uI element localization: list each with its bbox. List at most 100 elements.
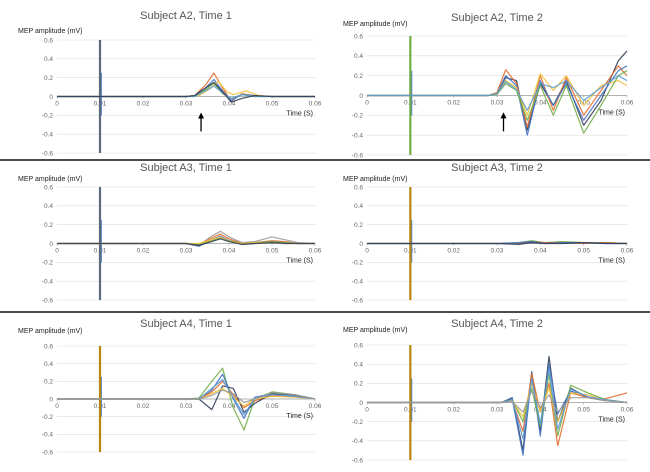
x-tick-label: 0.06 [621,407,634,414]
chart-svg: Subject A2, Time 1 MEP amplitude (mV) 0.6 0… [18,10,322,157]
x-axis-label: Time (S) [286,258,313,265]
x-tick-label: 0.03 [180,101,193,108]
chart-panel-a4-time1: Subject A4, Time 1 MEP amplitude (mV) 0.6 0… [0,313,325,471]
chart-title: Subject A4, Time 2 [451,318,543,330]
y-tick-label: 0.6 [354,184,363,191]
x-tick-label: 0.05 [577,407,590,414]
chart-title: Subject A2, Time 1 [140,10,232,22]
y-tick-label: 0 [359,93,363,100]
series-line [57,389,316,404]
y-tick-label: 0.2 [354,222,363,229]
chart-svg: Subject A2, Time 2 MEP amplitude (mV) 0.6 0… [343,12,634,159]
onset-arrow-head [198,112,205,119]
y-axis-label: MEP amplitude (mV) [343,21,407,28]
x-tick-label: 0.04 [223,101,236,108]
y-tick-label: 0 [359,400,363,407]
x-tick-label: 0.02 [447,407,460,414]
x-tick-label: 0.03 [180,403,193,410]
y-tick-label: -0.6 [352,152,364,159]
x-tick-label: 0 [55,101,59,108]
x-tick-label: 0.02 [447,100,460,107]
x-tick-label: 0 [365,248,369,255]
x-tick-label: 0.06 [309,101,322,108]
y-tick-label: -0.4 [42,432,54,439]
chart-svg: Subject A3, Time 2 MEP amplitude (mV)0.6 0… [343,162,634,304]
x-tick-label: 0 [365,407,369,414]
y-tick-label: 0 [49,396,53,403]
series-line [367,390,628,413]
y-tick-label: -0.2 [42,414,54,421]
y-tick-label: 0 [359,241,363,248]
y-tick-label: 0.6 [354,342,363,349]
y-tick-label: 0.6 [354,33,363,40]
series-line [57,238,315,247]
y-axis-label: MEP amplitude (mV) [18,28,82,35]
series-line [367,50,628,131]
series-line [367,70,628,134]
y-tick-label: 0.2 [354,73,363,80]
x-tick-label: 0 [365,100,369,107]
x-tick-label: 0.03 [491,100,504,107]
x-tick-label: 0.06 [309,403,322,410]
x-tick-label: 0.05 [266,403,279,410]
x-tick-label: 0.05 [577,100,590,107]
y-tick-label: 0.2 [44,75,53,82]
y-tick-label: -0.4 [352,132,364,139]
chart-panel-a2-time1: Subject A2, Time 1 MEP amplitude (mV) 0.6 0… [0,0,325,158]
y-tick-label: -0.2 [352,260,364,267]
x-tick-label: 0.06 [621,248,634,255]
row-divider-1 [0,159,650,161]
y-tick-label: -0.6 [42,449,54,456]
x-axis-label: Time (S) [286,111,313,118]
chart-svg: Subject A4, Time 1 MEP amplitude (mV) 0.6 0… [18,318,322,456]
y-tick-label: 0.2 [44,379,53,386]
y-axis-label: MEP amplitude (mV) [18,176,82,183]
chart-title: Subject A3, Time 2 [451,162,543,174]
y-tick-label: 0.4 [354,361,363,368]
x-axis-label: Time (S) [598,417,625,424]
x-tick-label: 0.05 [577,248,590,255]
row-divider-2 [0,311,650,313]
series-line [367,241,627,246]
y-tick-label: -0.2 [352,419,364,426]
series-line [367,75,628,112]
y-tick-label: 0 [49,241,53,248]
y-tick-label: -0.6 [42,297,54,304]
y-tick-label: 0.6 [44,37,53,44]
chart-title: Subject A2, Time 2 [451,12,543,24]
chart-panel-a3-time1: Subject A3, Time 1 MEP amplitude (mV) 0.6 0… [0,161,325,309]
chart-panel-a4-time2: Subject A4, Time 2 MEP amplitude (mV) 0.6 0… [325,313,650,471]
y-axis-label: MEP amplitude (mV) [343,327,407,334]
chart-svg: Subject A4, Time 2 MEP amplitude (mV) 0.6 0… [343,318,634,464]
series-line [57,80,315,98]
y-tick-label: 0.4 [354,203,363,210]
x-tick-label: 0 [55,248,59,255]
y-axis-label: MEP amplitude (mV) [343,176,407,183]
y-tick-label: 0.6 [44,184,53,191]
y-tick-label: 0 [49,94,53,101]
x-tick-label: 0.04 [223,248,236,255]
y-tick-label: 0.2 [354,381,363,388]
x-tick-label: 0.05 [266,101,279,108]
series-line [367,368,628,440]
x-tick-label: 0.04 [223,403,236,410]
y-axis-label: MEP amplitude (mV) [18,328,82,335]
x-tick-label: 0.04 [534,100,547,107]
y-tick-label: 0.2 [44,222,53,229]
y-tick-label: -0.6 [352,457,364,464]
y-tick-label: -0.4 [352,278,364,285]
chart-title: Subject A3, Time 1 [140,162,232,174]
y-tick-label: -0.2 [352,113,364,120]
x-tick-label: 0.06 [621,100,634,107]
y-tick-label: 0.4 [44,56,53,63]
y-tick-label: -0.4 [42,131,54,138]
y-tick-label: -0.6 [42,150,54,157]
x-tick-label: 0.05 [266,248,279,255]
y-tick-label: 0.4 [354,53,363,60]
x-tick-label: 0.02 [447,248,460,255]
y-tick-label: -0.2 [42,260,54,267]
x-axis-label: Time (S) [286,413,313,420]
series-line [57,81,315,103]
x-tick-label: 0.04 [534,248,547,255]
y-tick-label: 0.4 [44,361,53,368]
